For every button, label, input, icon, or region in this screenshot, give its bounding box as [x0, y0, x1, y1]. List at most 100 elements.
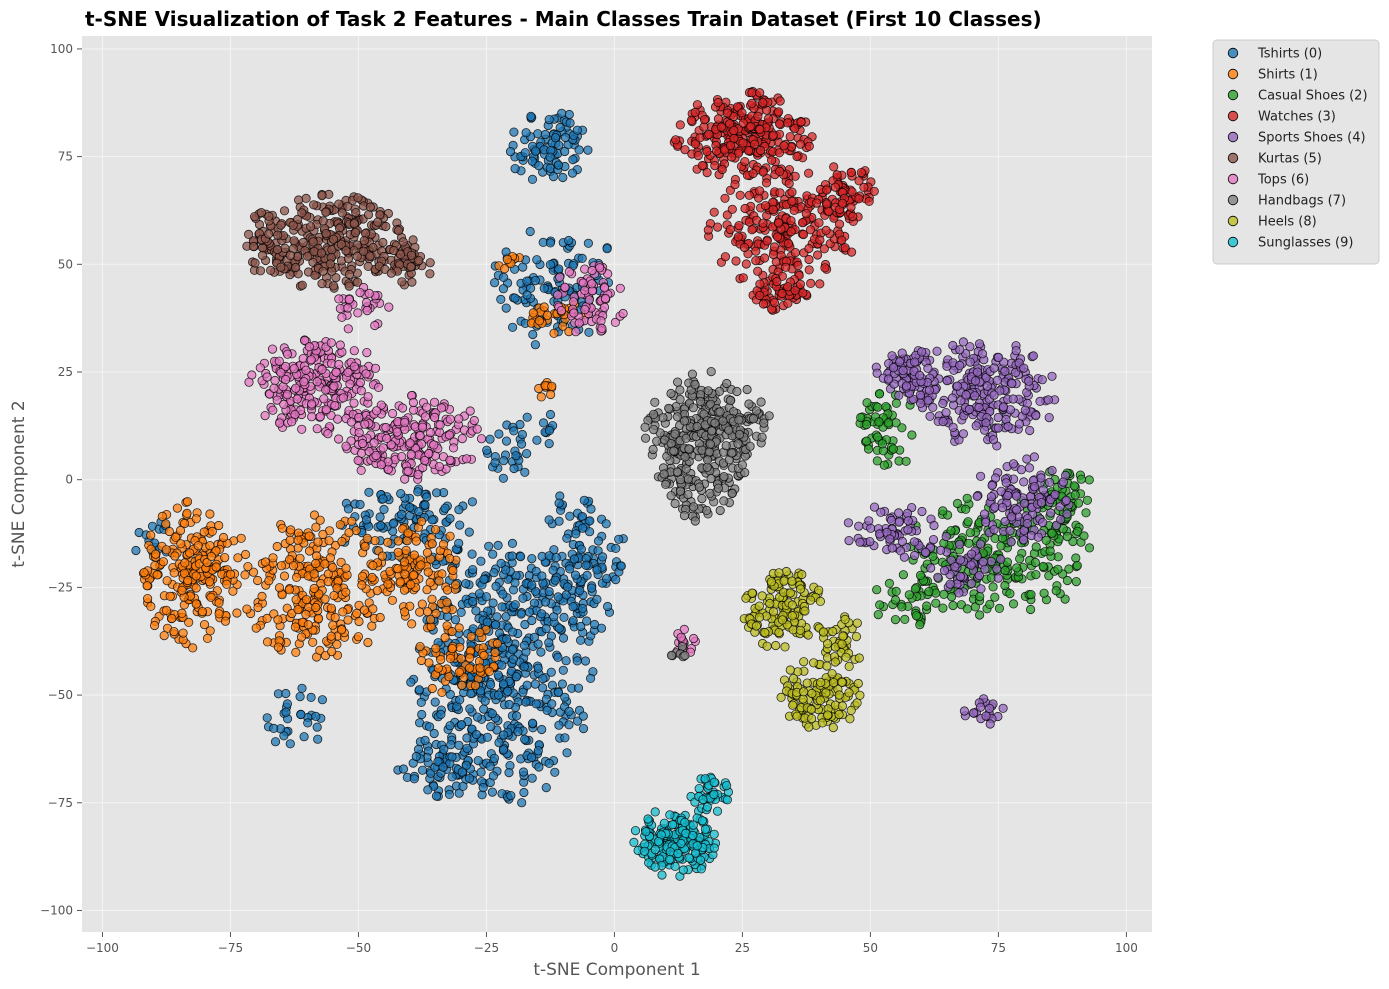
scatter-point — [472, 712, 483, 722]
scatter-point — [1061, 495, 1072, 505]
scatter-point — [284, 585, 294, 595]
scatter-point — [737, 460, 748, 470]
scatter-point — [489, 278, 500, 288]
scatter-point — [409, 774, 419, 784]
scatter-point — [941, 407, 951, 418]
scatter-point — [311, 711, 321, 722]
scatter-point — [571, 529, 581, 539]
scatter-point — [325, 259, 335, 269]
scatter-point — [427, 539, 437, 549]
scatter-point — [383, 579, 393, 589]
scatter-point — [280, 243, 290, 253]
scatter-point — [935, 545, 946, 555]
scatter-point — [718, 416, 728, 426]
scatter-point — [551, 552, 561, 563]
scatter-point — [1028, 351, 1039, 361]
scatter-point — [522, 276, 532, 286]
scatter-point — [579, 495, 589, 505]
scatter-point — [735, 190, 745, 200]
scatter-point — [1047, 371, 1057, 381]
scatter-point — [379, 504, 389, 514]
scatter-point — [360, 541, 370, 552]
scatter-point — [611, 574, 621, 585]
scatter-point — [476, 767, 486, 777]
scatter-point — [177, 585, 187, 595]
scatter-point — [599, 283, 610, 293]
scatter-point — [704, 129, 714, 139]
scatter-point — [763, 114, 774, 124]
scatter-point — [250, 258, 260, 268]
scatter-point — [317, 278, 327, 289]
scatter-point — [244, 229, 254, 239]
scatter-point — [558, 633, 569, 643]
scatter-point — [548, 172, 559, 182]
scatter-point — [445, 721, 455, 731]
scatter-point — [614, 534, 624, 544]
scatter-point — [1050, 489, 1060, 500]
scatter-point — [493, 670, 503, 680]
scatter-point — [442, 585, 452, 595]
scatter-point — [301, 365, 311, 375]
scatter-point — [917, 347, 927, 357]
scatter-point — [496, 294, 506, 304]
scatter-point — [420, 735, 430, 746]
scatter-point — [319, 394, 329, 404]
scatter-point — [406, 250, 416, 260]
scatter-point — [675, 385, 685, 395]
scatter-point — [585, 673, 596, 684]
scatter-point — [277, 523, 287, 533]
scatter-point — [573, 683, 584, 693]
scatter-point — [378, 443, 388, 453]
scatter-point — [143, 593, 153, 604]
scatter-point — [963, 517, 973, 527]
scatter-point — [206, 592, 216, 602]
scatter-point — [834, 219, 845, 229]
scatter-point — [480, 696, 490, 706]
scatter-point — [517, 429, 528, 440]
scatter-point — [516, 439, 527, 449]
scatter-point — [1007, 378, 1017, 389]
scatter-point — [440, 503, 450, 513]
scatter-point — [205, 540, 215, 551]
scatter-point — [282, 349, 293, 359]
scatter-point — [469, 415, 479, 426]
scatter-point — [592, 565, 602, 575]
scatter-point — [157, 511, 167, 522]
scatter-point — [445, 653, 455, 664]
scatter-point — [787, 196, 797, 206]
scatter-point — [364, 288, 374, 298]
scatter-point — [578, 723, 589, 734]
scatter-point — [243, 561, 253, 572]
scatter-point — [182, 496, 193, 507]
scatter-point — [526, 111, 536, 122]
scatter-point — [297, 424, 307, 434]
scatter-point — [488, 771, 498, 781]
scatter-point — [775, 188, 785, 198]
scatter-point — [1044, 477, 1055, 487]
scatter-point — [350, 228, 361, 238]
scatter-point — [416, 697, 426, 708]
scatter-point — [738, 118, 748, 128]
scatter-point — [670, 429, 680, 439]
scatter-point — [1008, 459, 1019, 469]
scatter-point — [361, 297, 372, 308]
scatter-point — [540, 129, 550, 140]
scatter-point — [819, 244, 829, 254]
scatter-point — [1082, 495, 1093, 505]
scatter-point — [315, 515, 325, 525]
scatter-point — [264, 229, 274, 239]
scatter-point — [694, 482, 705, 492]
scatter-point — [941, 531, 951, 542]
scatter-point — [744, 399, 754, 409]
scatter-point — [955, 360, 965, 370]
scatter-point — [408, 405, 419, 415]
scatter-point — [582, 570, 592, 581]
scatter-point — [297, 280, 307, 290]
scatter-point — [152, 570, 162, 580]
scatter-point — [560, 282, 570, 292]
scatter-point — [253, 575, 263, 586]
scatter-point — [1003, 421, 1013, 432]
scatter-point — [774, 568, 784, 578]
scatter-point — [924, 385, 935, 395]
scatter-point — [306, 355, 316, 365]
